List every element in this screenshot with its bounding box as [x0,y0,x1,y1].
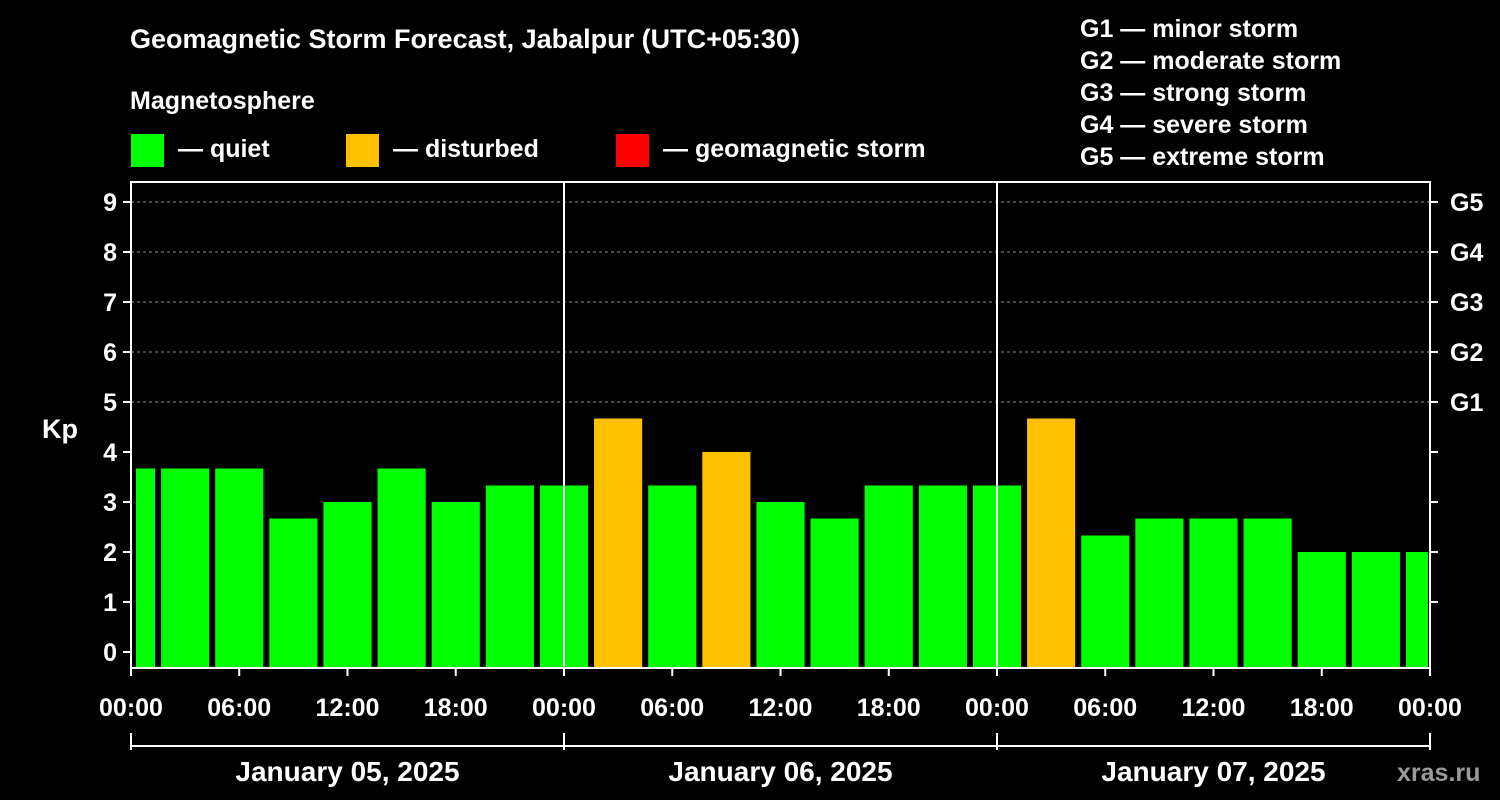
y-tick-label: 1 [103,589,117,617]
legend-swatch-disturbed [346,134,379,167]
g-scale-label: G1 [1450,389,1483,417]
bar-quiet [485,485,534,668]
x-tick-label: 06:00 [207,694,271,722]
y-tick-label: 7 [103,289,117,317]
bar-quiet [1243,518,1292,668]
x-tick-label: 18:00 [1290,694,1354,722]
bar-disturbed [702,452,751,668]
x-tick-label: 06:00 [1073,694,1137,722]
g-scale-label: G2 [1450,339,1483,367]
y-tick-label: 0 [103,639,117,667]
day-label: January 06, 2025 [668,756,892,787]
axes: 0 1 2 3 4 5 6 7 8 9 G1 G2 G3 G4 G5 00:00 06:00 12:00 18:00… [99,181,1483,787]
y-tick-label: 9 [103,189,117,217]
day-label: January 05, 2025 [235,756,459,787]
storm-scale-item-5: G5 — extreme storm [1080,143,1325,171]
x-tick-label: 00:00 [965,694,1029,722]
g-scale-label: G5 [1450,189,1483,217]
legend: — quiet — disturbed — geomagnetic storm [131,134,926,167]
watermark: xras.ru [1397,759,1480,787]
x-tick-label: 00:00 [99,694,163,722]
bar-quiet [1405,552,1428,668]
y-tick-label: 8 [103,239,117,267]
bar-quiet [1135,518,1184,668]
storm-scale-item-2: G2 — moderate storm [1080,47,1341,75]
y-axis-label: Kp [42,414,78,444]
bar-quiet [269,518,318,668]
storm-scale-legend: G1 — minor storm G2 — moderate storm G3 — … [1080,15,1341,171]
bar-quiet [377,468,426,668]
y-tick-label: 4 [103,439,117,467]
x-tick-label: 00:00 [532,694,596,722]
chart-subtitle: Magnetosphere [130,87,315,115]
legend-swatch-quiet [131,134,164,167]
legend-label-storm: — geomagnetic storm [663,135,926,163]
bar-quiet [215,468,264,668]
bar-quiet [810,518,859,668]
legend-swatch-storm [616,134,649,167]
y-tick-label: 3 [103,489,117,517]
day-label: January 07, 2025 [1101,756,1325,787]
x-tick-label: 12:00 [316,694,380,722]
x-tick-label: 18:00 [857,694,921,722]
bar-quiet [1081,535,1130,668]
bar-quiet [1189,518,1238,668]
x-tick-label: 18:00 [424,694,488,722]
g-scale-label: G4 [1450,239,1483,267]
legend-label-disturbed: — disturbed [393,135,539,163]
bar-quiet [136,468,156,668]
y-tick-label: 2 [103,539,117,567]
x-tick-label: 06:00 [640,694,704,722]
bar-quiet [756,502,805,668]
bar-quiet [1297,552,1346,668]
gridlines [131,201,1430,403]
g-scale-label: G3 [1450,289,1483,317]
y-tick-label: 6 [103,339,117,367]
bar-quiet [648,485,697,668]
y-tick-label: 5 [103,389,117,417]
bar-disturbed [1027,418,1076,668]
bar-quiet [918,485,967,668]
storm-scale-item-4: G4 — severe storm [1080,111,1308,139]
x-tick-label: 12:00 [749,694,813,722]
bar-quiet [864,485,913,668]
x-tick-label: 12:00 [1182,694,1246,722]
bar-quiet [323,502,372,668]
bar-disturbed [594,418,643,668]
legend-label-quiet: — quiet [178,135,270,163]
bar-quiet [161,468,210,668]
storm-scale-item-1: G1 — minor storm [1080,15,1298,43]
storm-scale-item-3: G3 — strong storm [1080,79,1306,107]
bar-quiet [431,502,480,668]
chart-title: Geomagnetic Storm Forecast, Jabalpur (UT… [130,24,800,54]
bar-quiet [1351,552,1400,668]
x-tick-label: 00:00 [1398,694,1462,722]
